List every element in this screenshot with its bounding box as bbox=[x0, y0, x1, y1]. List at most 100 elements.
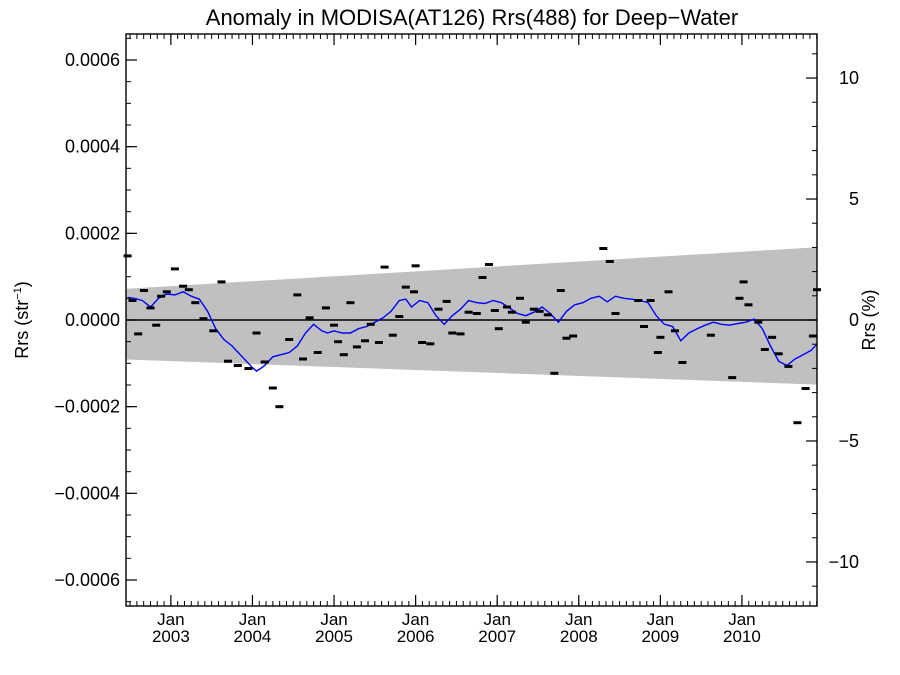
data-point bbox=[611, 312, 620, 315]
right-tick-label: 10 bbox=[839, 68, 859, 88]
data-point bbox=[146, 306, 155, 310]
data-point bbox=[352, 345, 361, 349]
data-point bbox=[739, 280, 748, 284]
data-point bbox=[529, 307, 538, 311]
data-point bbox=[293, 293, 302, 297]
x-tick-year-label: 2010 bbox=[723, 627, 761, 646]
data-point bbox=[543, 313, 552, 317]
left-tick-label: −0.0004 bbox=[54, 483, 120, 503]
anomaly-points bbox=[123, 247, 821, 425]
data-point bbox=[653, 351, 662, 354]
x-tick-year-label: 2009 bbox=[641, 627, 679, 646]
data-point bbox=[550, 371, 559, 375]
data-point bbox=[199, 317, 208, 321]
left-y-axis: 0.0006 0.0004 0.0002 0.0000 −0.0002 −0.0004 −0… bbox=[54, 37, 137, 603]
left-tick-label: 0.0004 bbox=[65, 137, 120, 157]
data-point bbox=[472, 312, 481, 315]
data-point bbox=[123, 254, 132, 258]
data-point bbox=[801, 387, 810, 390]
data-point bbox=[646, 299, 655, 302]
data-point bbox=[418, 341, 427, 344]
right-tick-label: 5 bbox=[849, 189, 859, 209]
data-point bbox=[735, 296, 744, 300]
data-point bbox=[478, 276, 487, 279]
data-point bbox=[808, 334, 817, 338]
x-tick-month-label: Jan bbox=[565, 610, 592, 629]
data-point bbox=[410, 290, 418, 294]
data-point bbox=[334, 340, 343, 344]
data-point bbox=[562, 336, 571, 340]
x-tick-month-label: Jan bbox=[320, 610, 347, 629]
data-point bbox=[285, 338, 294, 341]
running-mean-line bbox=[127, 291, 818, 372]
x-tick-month-label: Jan bbox=[647, 610, 674, 629]
data-point bbox=[374, 341, 383, 344]
data-point bbox=[157, 294, 166, 298]
data-point bbox=[339, 353, 348, 357]
data-point bbox=[494, 327, 503, 331]
data-point bbox=[184, 288, 193, 292]
left-axis-label-superscript: −1 bbox=[12, 287, 24, 300]
data-point bbox=[656, 335, 665, 339]
data-point bbox=[605, 260, 614, 263]
data-point bbox=[640, 325, 648, 328]
data-point bbox=[321, 306, 330, 310]
data-point bbox=[170, 267, 179, 271]
data-point bbox=[260, 360, 269, 364]
data-point bbox=[305, 316, 314, 320]
data-point bbox=[556, 289, 565, 292]
uncertainty-band bbox=[126, 247, 817, 385]
x-tick-year-label: 2005 bbox=[315, 627, 353, 646]
x-tick-year-label: 2007 bbox=[478, 627, 516, 646]
x-tick-year-label: 2006 bbox=[397, 627, 435, 646]
data-point bbox=[448, 331, 457, 335]
right-tick-label: 0 bbox=[849, 310, 859, 330]
data-point bbox=[744, 303, 753, 307]
data-point bbox=[503, 305, 511, 309]
data-point bbox=[128, 299, 137, 302]
data-point bbox=[191, 301, 200, 305]
data-point bbox=[361, 339, 369, 343]
data-point bbox=[244, 367, 253, 370]
x-tick-year-label: 2008 bbox=[560, 627, 598, 646]
data-point bbox=[233, 364, 242, 367]
x-tick-month-label: Jan bbox=[239, 610, 266, 629]
left-axis-label: Rrs (str−1) bbox=[12, 281, 32, 359]
x-tick-month-label: Jan bbox=[157, 610, 184, 629]
left-tick-label: 0.0002 bbox=[65, 223, 120, 243]
data-point bbox=[411, 264, 420, 268]
x-tick-year-label: 2003 bbox=[152, 627, 190, 646]
left-axis-label-main: Rrs (str bbox=[12, 300, 32, 359]
data-point bbox=[209, 329, 218, 333]
data-point bbox=[664, 290, 673, 294]
data-point bbox=[569, 334, 578, 338]
data-point bbox=[134, 332, 143, 336]
data-point bbox=[754, 320, 763, 324]
left-tick-label: −0.0006 bbox=[54, 570, 120, 590]
data-point bbox=[224, 359, 232, 363]
data-point bbox=[774, 352, 783, 356]
left-tick-label: 0.0000 bbox=[65, 310, 120, 330]
data-point bbox=[366, 322, 375, 326]
data-point bbox=[217, 280, 226, 284]
left-tick-label: −0.0002 bbox=[54, 397, 120, 417]
data-point bbox=[768, 335, 777, 339]
data-point bbox=[299, 357, 307, 361]
data-point bbox=[516, 296, 524, 300]
data-point bbox=[507, 310, 516, 314]
data-point bbox=[162, 290, 171, 294]
data-point bbox=[152, 323, 161, 327]
left-axis-label-close: ) bbox=[12, 281, 32, 287]
data-point bbox=[179, 284, 188, 288]
right-tick-label: −5 bbox=[838, 431, 859, 451]
plot-area bbox=[123, 33, 821, 607]
data-point bbox=[252, 331, 261, 335]
data-point bbox=[521, 320, 530, 324]
right-axis-label: Rrs (%) bbox=[859, 290, 879, 351]
data-point bbox=[485, 263, 493, 266]
chart-title: Anomaly in MODISA(AT126) Rrs(488) for De… bbox=[206, 5, 738, 30]
data-point bbox=[599, 247, 608, 250]
data-point bbox=[728, 376, 737, 380]
data-point bbox=[330, 323, 338, 327]
data-point bbox=[268, 386, 277, 390]
